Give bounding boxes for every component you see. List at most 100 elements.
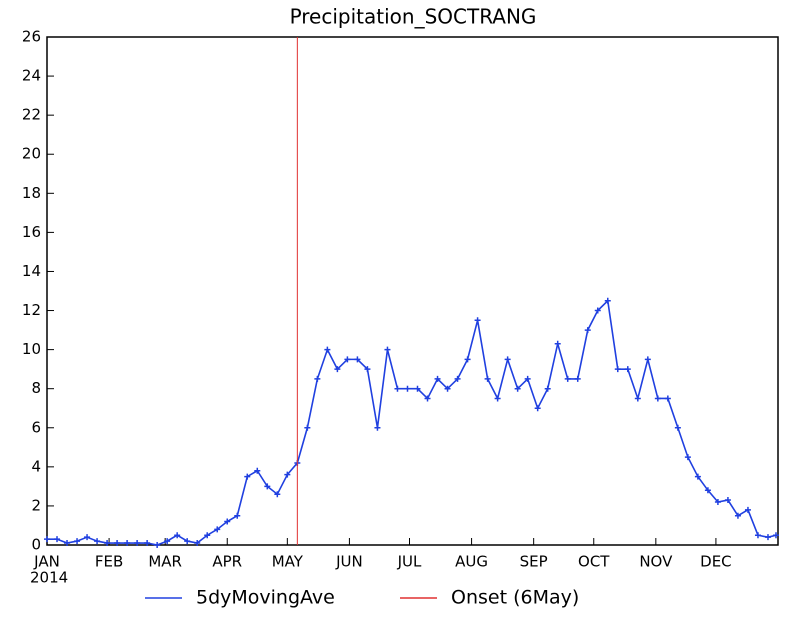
y-tick-label: 16 [22,223,41,241]
data-point [204,532,211,539]
data-point [674,424,681,431]
data-point [714,499,721,506]
data-point [274,491,281,498]
y-tick-label: 22 [22,106,41,124]
data-point [684,454,691,461]
data-point [224,518,231,525]
data-point [664,395,671,402]
data-point [114,540,121,547]
data-point [464,356,471,363]
data-point [134,540,141,547]
data-point [414,385,421,392]
data-point [544,385,551,392]
legend-label: 5dyMovingAve [196,587,335,609]
data-point [314,375,321,382]
data-point [84,534,91,541]
y-tick-label: 14 [22,262,41,280]
data-point [754,532,761,539]
data-point [124,540,131,547]
data-point [504,356,511,363]
x-tick-label: AUG [455,553,488,571]
year-label: 2014 [30,569,68,587]
data-point [234,512,241,519]
data-point [494,395,501,402]
data-point [144,540,151,547]
data-point [264,483,271,490]
data-line [47,299,777,546]
data-point [64,540,71,547]
data-point [534,405,541,412]
data-point [694,473,701,480]
data-point [514,385,521,392]
y-tick-label: 18 [22,184,41,202]
x-tick-label: JAN [33,553,60,571]
plot-frame [46,36,779,546]
data-point [594,307,601,314]
x-tick-label: APR [212,553,242,571]
data-point [104,540,111,547]
data-point [764,534,771,541]
data-point [614,366,621,373]
data-point [444,385,451,392]
data-point [74,538,81,545]
data-point [304,424,311,431]
y-tick-label: 0 [31,536,41,554]
y-tick-label: 12 [22,301,41,319]
data-point [724,497,731,504]
data-point [704,487,711,494]
data-point [44,536,50,543]
data-point [524,375,531,382]
data-point [734,512,741,519]
data-point [554,340,561,347]
y-tick-label: 24 [22,67,41,85]
y-tick-label: 4 [31,457,41,475]
y-tick-label: 26 [22,28,41,46]
data-point [214,526,221,533]
chart-title: Precipitation_SOCTRANG [290,5,537,29]
x-tick-label: OCT [578,553,610,571]
data-point [284,471,291,478]
data-point [564,375,571,382]
data-point [164,538,171,545]
data-point [254,467,261,474]
data-point [174,532,181,539]
data-point [244,473,251,480]
y-tick-label: 2 [31,496,41,514]
data-point [634,395,641,402]
x-tick-label: MAR [148,553,182,571]
data-point [194,540,201,547]
data-point [374,424,381,431]
x-tick-label: FEB [95,553,123,571]
x-tick-label: NOV [639,553,673,571]
y-tick-label: 6 [31,418,41,436]
data-point [772,532,779,539]
data-point [394,385,401,392]
x-tick-label: DEC [700,553,732,571]
data-point [384,346,391,353]
data-point [474,317,481,324]
data-point [424,395,431,402]
data-point [54,536,61,543]
data-point [334,366,341,373]
data-point [484,375,491,382]
x-tick-label: JUL [397,553,422,571]
data-point [744,506,751,513]
data-point [364,366,371,373]
y-tick-label: 20 [22,145,41,163]
data-point [574,375,581,382]
y-tick-label: 8 [31,379,41,397]
data-point [324,346,331,353]
data-point [654,395,661,402]
data-point [584,327,591,334]
data-point [354,356,361,363]
data-point [94,538,101,545]
legend-label: Onset (6May) [451,587,579,609]
data-point [434,375,441,382]
data-point [604,297,611,304]
y-tick-label: 10 [22,340,41,358]
data-point [184,538,191,545]
data-point [454,375,461,382]
x-tick-label: SEP [520,553,548,571]
data-point [644,356,651,363]
